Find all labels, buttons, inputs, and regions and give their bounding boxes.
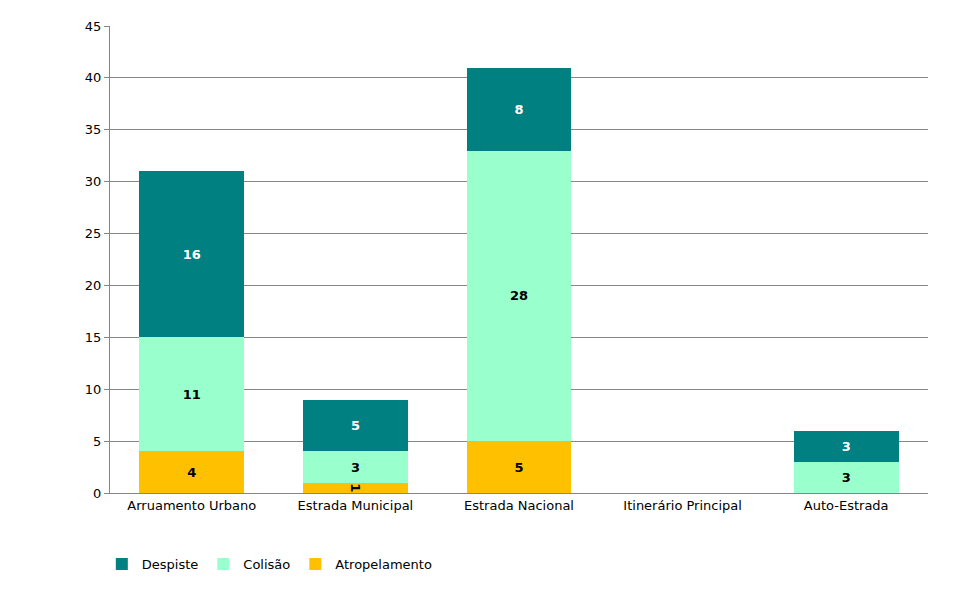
svg-text:5: 5: [93, 434, 101, 449]
svg-text:3: 3: [842, 439, 851, 454]
svg-text:Colisão: Colisão: [243, 557, 290, 572]
svg-text:25: 25: [85, 226, 102, 241]
svg-text:45: 45: [85, 19, 102, 34]
svg-text:Despiste: Despiste: [142, 557, 199, 572]
svg-text:8: 8: [514, 102, 523, 117]
svg-text:1: 1: [348, 483, 363, 492]
svg-text:Auto-Estrada: Auto-Estrada: [804, 498, 889, 513]
svg-text:16: 16: [183, 247, 201, 262]
svg-text:Atropelamento: Atropelamento: [335, 557, 432, 572]
svg-text:10: 10: [85, 382, 102, 397]
svg-text:40: 40: [85, 70, 102, 85]
svg-text:Estrada Municipal: Estrada Municipal: [298, 498, 414, 513]
svg-text:4: 4: [187, 465, 196, 480]
svg-text:5: 5: [351, 418, 360, 433]
svg-text:11: 11: [183, 387, 201, 402]
svg-text:3: 3: [351, 460, 360, 475]
svg-text:35: 35: [85, 122, 102, 137]
svg-text:0: 0: [93, 486, 101, 501]
svg-text:15: 15: [85, 330, 102, 345]
svg-text:Arruamento Urbano: Arruamento Urbano: [127, 498, 256, 513]
svg-text:28: 28: [510, 288, 528, 303]
svg-text:Estrada Nacional: Estrada Nacional: [464, 498, 574, 513]
svg-text:3: 3: [842, 470, 851, 485]
svg-text:30: 30: [85, 174, 102, 189]
svg-text:Itinerário Principal: Itinerário Principal: [623, 498, 742, 513]
svg-text:5: 5: [514, 460, 523, 475]
svg-text:20: 20: [85, 278, 102, 293]
